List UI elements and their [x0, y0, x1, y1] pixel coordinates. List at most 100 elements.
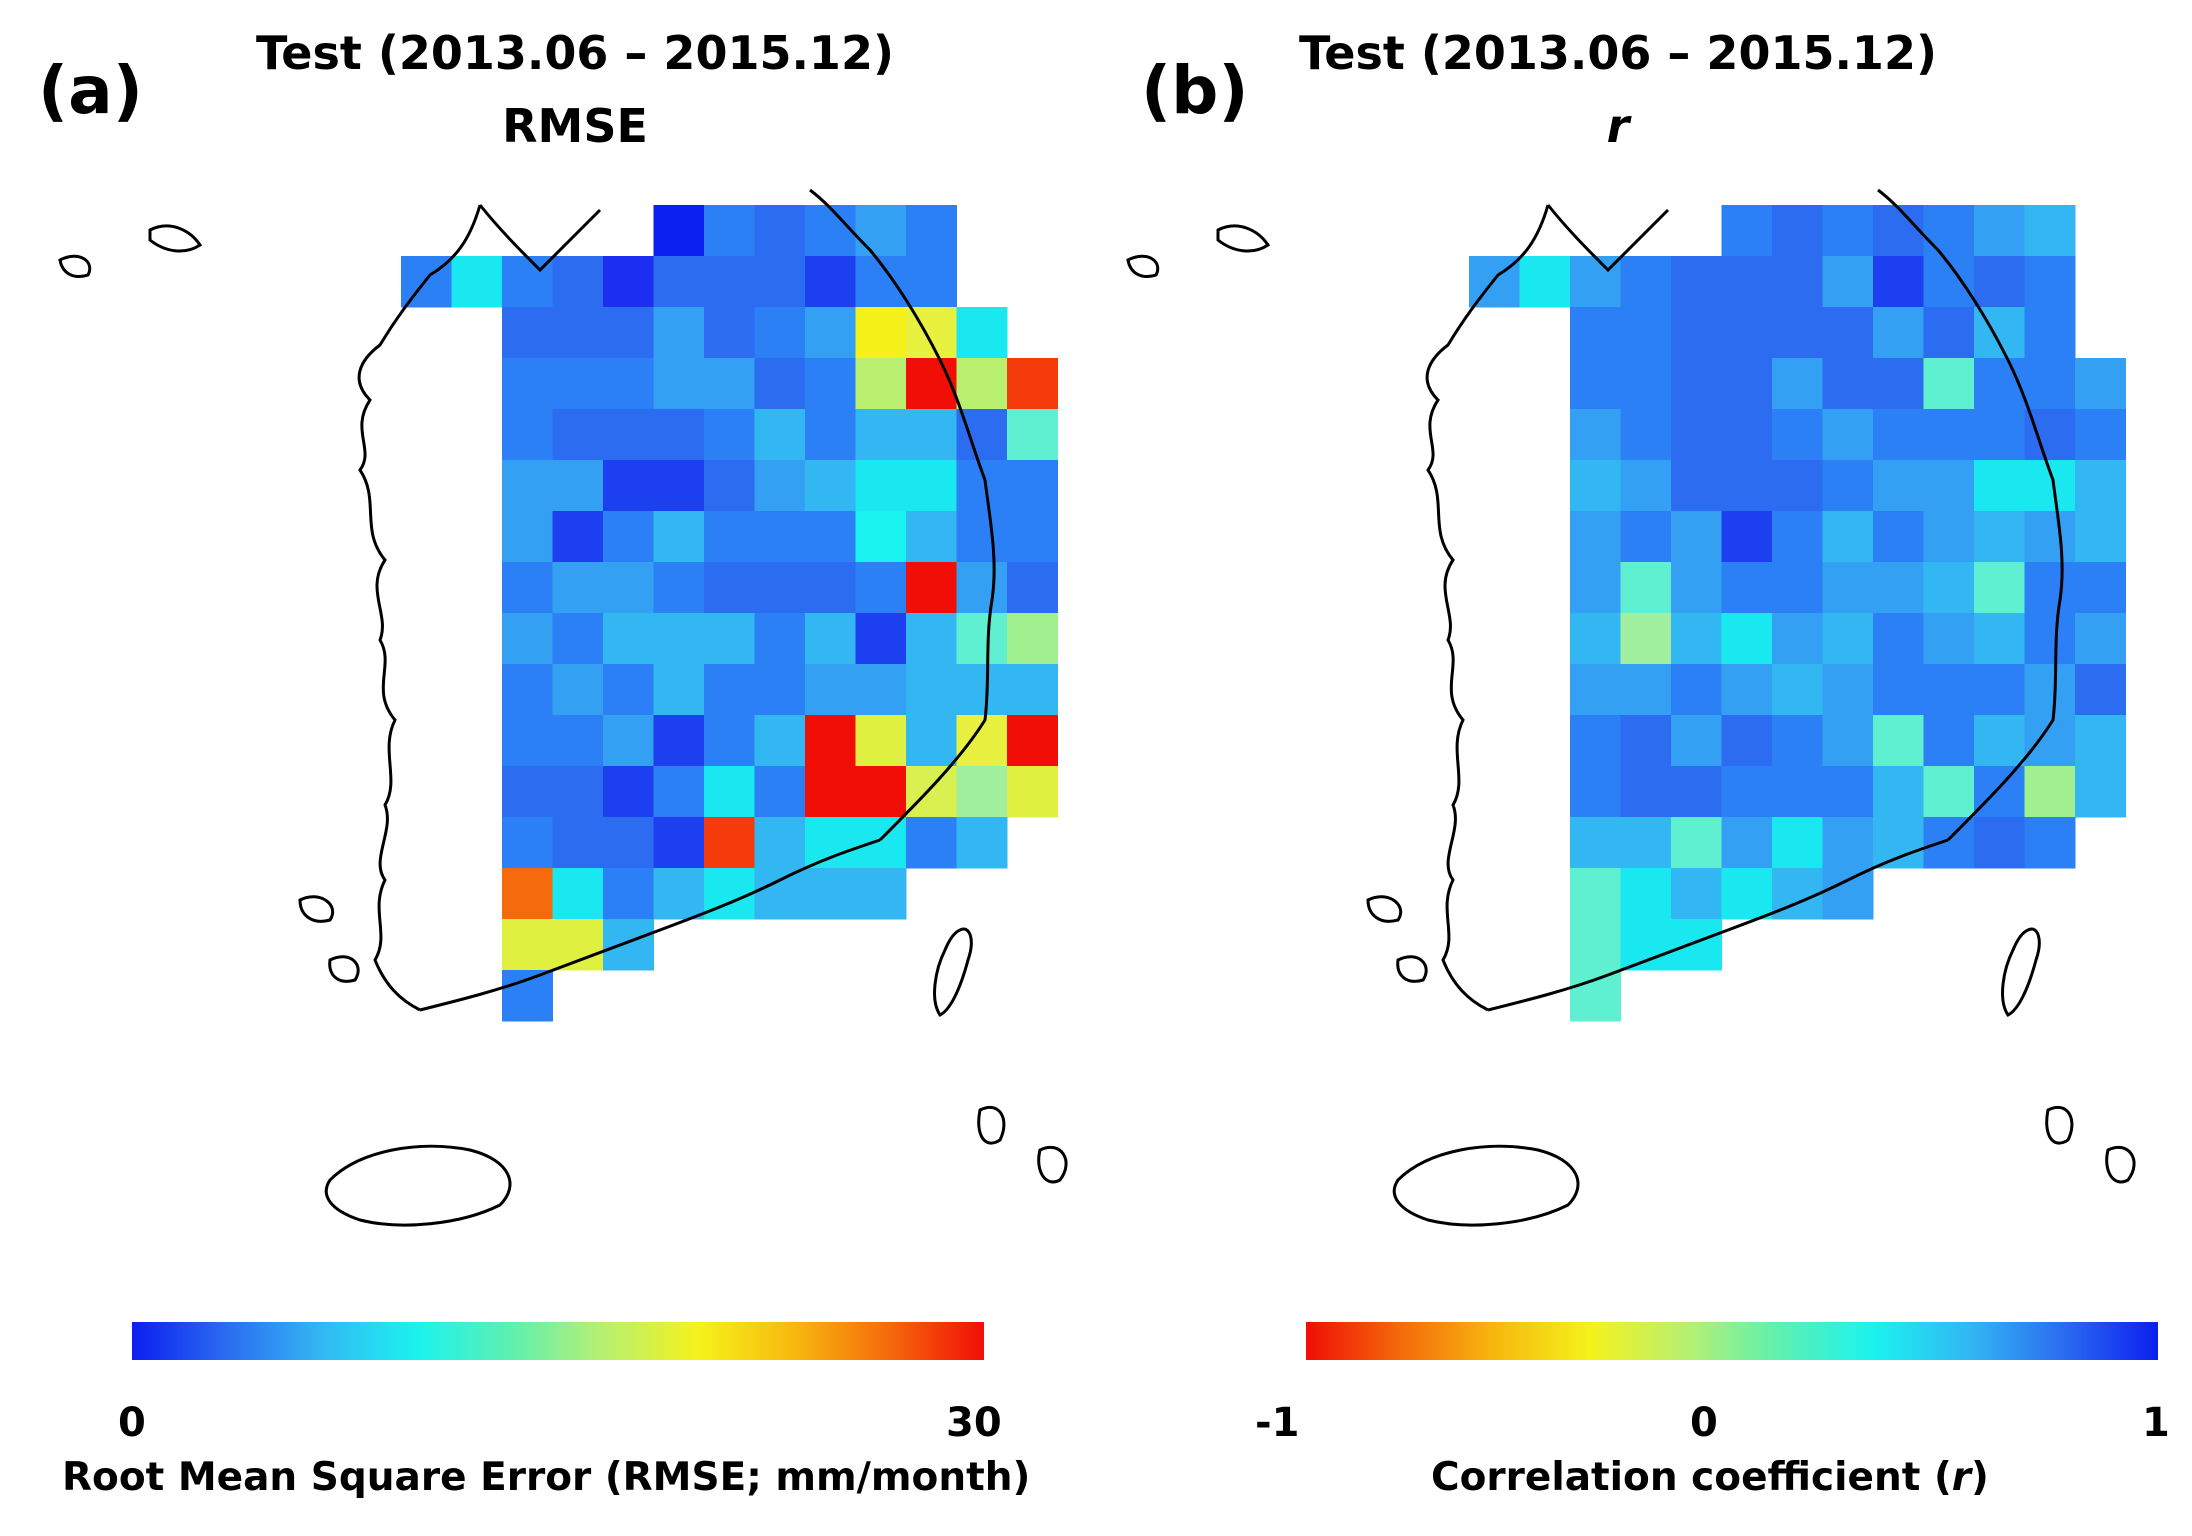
- grid-cell: [754, 664, 806, 716]
- grid-cell: [1721, 409, 1773, 461]
- grid-cell: [502, 868, 553, 920]
- grid-cell: [1772, 358, 1823, 410]
- grid-cell: [502, 970, 553, 1022]
- grid-cell: [1570, 868, 1621, 920]
- coastline-path: [419, 838, 881, 1012]
- grid-cell: [1570, 970, 1621, 1022]
- grid-cell: [502, 562, 553, 614]
- grid-cell: [653, 409, 705, 461]
- grid-cell: [805, 664, 856, 716]
- grid-cell: [653, 205, 705, 257]
- grid-cell: [704, 613, 755, 665]
- grid-cell: [1923, 817, 1975, 869]
- grid-cell: [2024, 766, 2076, 818]
- grid-cell: [603, 562, 654, 614]
- grid-cell: [754, 562, 806, 614]
- grid-cell: [653, 766, 705, 818]
- coastline-path: [809, 188, 996, 842]
- grid-cell: [1923, 766, 1975, 818]
- grid-cell: [754, 205, 806, 257]
- grid-cell: [1772, 307, 1823, 359]
- grid-cell: [1822, 511, 1874, 563]
- grid-cell: [1620, 409, 1672, 461]
- grid-cell: [603, 919, 654, 971]
- grid-cell: [653, 715, 705, 767]
- grid-cell: [552, 460, 604, 512]
- grid-cell: [552, 562, 604, 614]
- grid-cell: [2075, 562, 2126, 614]
- grid-cell: [1873, 409, 1924, 461]
- correlation-grid-map: [1469, 205, 2126, 1022]
- grid-cell: [704, 715, 755, 767]
- grid-cell: [754, 409, 806, 461]
- coastline-path: [977, 1105, 1006, 1145]
- grid-cell: [1923, 715, 1975, 767]
- grid-cell: [2075, 613, 2126, 665]
- grid-cell: [502, 511, 553, 563]
- grid-cell: [603, 766, 654, 818]
- grid-cell: [1923, 409, 1975, 461]
- coastline-path: [1487, 838, 1949, 1012]
- grid-cell: [805, 205, 856, 257]
- grid-cell: [1772, 562, 1823, 614]
- correlation-colorbar-label: Correlation coefficient (r): [1431, 1455, 1989, 1500]
- grid-cell: [805, 358, 856, 410]
- grid-cell: [1822, 613, 1874, 665]
- grid-cell: [1873, 205, 1924, 257]
- grid-cell: [603, 817, 654, 869]
- grid-cell: [1873, 664, 1924, 716]
- grid-cell: [552, 256, 604, 308]
- panel-b-title-line2: r: [1606, 99, 1630, 153]
- grid-cell: [603, 307, 654, 359]
- grid-cell: [1570, 817, 1621, 869]
- grid-cell: [855, 460, 907, 512]
- grid-cell: [855, 562, 907, 614]
- grid-cell: [1974, 817, 2025, 869]
- grid-cell: [1822, 715, 1874, 767]
- grid-cell: [855, 358, 907, 410]
- grid-cell: [1873, 613, 1924, 665]
- grid-cell: [1974, 409, 2025, 461]
- grid-cell: [1671, 460, 1722, 512]
- grid-cell: [1620, 664, 1672, 716]
- grid-cell: [1873, 715, 1924, 767]
- grid-cell: [855, 766, 907, 818]
- grid-cell: [603, 460, 654, 512]
- grid-cell: [603, 256, 654, 308]
- grid-cell: [2075, 358, 2126, 410]
- grid-cell: [1620, 256, 1672, 308]
- grid-cell: [1721, 358, 1773, 410]
- grid-cell: [1772, 664, 1823, 716]
- grid-cell: [1923, 205, 1975, 257]
- grid-cell: [603, 715, 654, 767]
- grid-cell: [1620, 919, 1672, 971]
- grid-cell: [603, 409, 654, 461]
- panel-b-title-line1: Test (2013.06 – 2015.12): [1299, 26, 1937, 80]
- grid-cell: [754, 817, 806, 869]
- grid-cell: [956, 613, 1008, 665]
- grid-cell: [805, 613, 856, 665]
- grid-cell: [2024, 511, 2076, 563]
- grid-cell: [2075, 766, 2126, 818]
- grid-cell: [1772, 205, 1823, 257]
- grid-cell: [1671, 868, 1722, 920]
- grid-cell: [1873, 460, 1924, 512]
- grid-cell: [1721, 715, 1773, 767]
- grid-cell: [1570, 307, 1621, 359]
- grid-cell: [1721, 868, 1773, 920]
- grid-cell: [653, 511, 705, 563]
- grid-cell: [603, 868, 654, 920]
- grid-cell: [1822, 307, 1874, 359]
- grid-cell: [1721, 766, 1773, 818]
- coastline-a: [58, 188, 1068, 1227]
- grid-cell: [1923, 460, 1975, 512]
- grid-cell: [552, 715, 604, 767]
- grid-cell: [906, 511, 957, 563]
- grid-cell: [653, 358, 705, 410]
- grid-cell: [956, 817, 1008, 869]
- grid-cell: [2024, 205, 2076, 257]
- grid-cell: [1620, 358, 1672, 410]
- grid-cell: [1007, 460, 1058, 512]
- grid-cell: [855, 715, 907, 767]
- grid-cell: [1923, 664, 1975, 716]
